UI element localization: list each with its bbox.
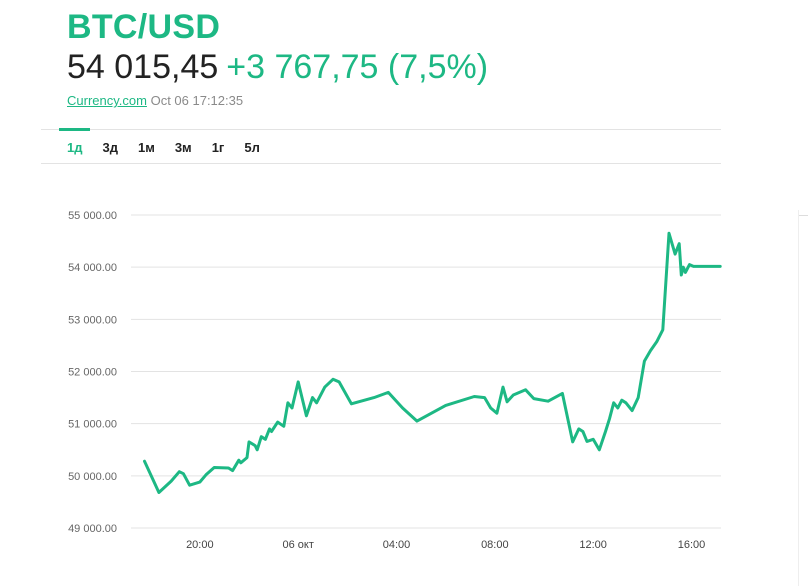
tab-1d[interactable]: 1д (58, 128, 92, 163)
instrument-symbol: BTC/USD (67, 8, 221, 46)
price-series-line (143, 231, 722, 494)
y-tick-label: 50 000.00 (68, 471, 117, 483)
x-tick-label: 06 окт (282, 539, 313, 551)
current-price: 54 015,45 (67, 48, 219, 86)
quote-line: 54 015,45 +3 767,75 (7,5%) (67, 48, 488, 87)
period-tabs: 1д 3д 1м 3м 1г 5л (58, 128, 280, 163)
tab-3m[interactable]: 3м (174, 140, 192, 155)
y-tick-label: 54 000.00 (68, 262, 117, 274)
tabs-bottom-divider (41, 163, 721, 164)
tab-1m[interactable]: 1м (137, 140, 155, 155)
tabs-top-divider (41, 129, 721, 130)
y-tick-label: 51 000.00 (68, 419, 117, 431)
source-link[interactable]: Currency.com (67, 93, 147, 108)
x-tick-label: 12:00 (579, 539, 607, 551)
x-tick-label: 08:00 (481, 539, 509, 551)
x-tick-label: 20:00 (186, 539, 214, 551)
quote-timestamp: Oct 06 17:12:35 (150, 93, 244, 108)
tab-3d[interactable]: 3д (102, 140, 118, 155)
y-tick-label: 49 000.00 (68, 523, 117, 535)
tab-5y[interactable]: 5л (244, 140, 260, 155)
price-change: +3 767,75 (7,5%) (226, 48, 489, 86)
source-line: Currency.com Oct 06 17:12:35 (67, 93, 243, 108)
x-tick-label: 16:00 (678, 539, 706, 551)
panel-edge-tick (799, 215, 808, 216)
panel-edge (798, 210, 799, 586)
y-tick-label: 52 000.00 (68, 367, 117, 379)
tab-1y[interactable]: 1г (211, 140, 225, 155)
y-tick-label: 53 000.00 (68, 314, 117, 326)
y-tick-label: 55 000.00 (68, 210, 117, 222)
x-tick-label: 04:00 (383, 539, 411, 551)
